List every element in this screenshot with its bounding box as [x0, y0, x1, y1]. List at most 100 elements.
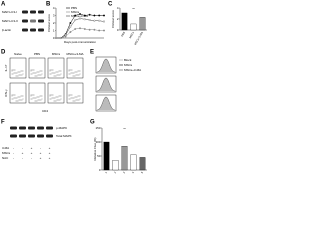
point: [69, 22, 72, 24]
point: [98, 14, 101, 17]
bar: [103, 141, 110, 171]
event: [50, 69, 52, 71]
point: [93, 28, 96, 31]
event: [75, 99, 77, 101]
event: [76, 74, 78, 76]
blot-band: [37, 126, 44, 130]
event: [37, 74, 39, 76]
event: [79, 98, 81, 100]
event: [16, 72, 18, 74]
event: [14, 69, 16, 71]
event: [40, 99, 42, 101]
event: [15, 75, 17, 77]
event: [38, 71, 40, 73]
event: [55, 96, 57, 98]
event: [21, 70, 23, 72]
point: [98, 29, 101, 32]
event: [53, 100, 55, 102]
condition-sign: -: [13, 156, 14, 160]
point: [69, 25, 72, 28]
blot-band: [46, 134, 53, 138]
event: [74, 100, 76, 102]
point: [88, 28, 91, 31]
panel-letter: C: [108, 2, 113, 8]
x-tick-label: 5: [140, 170, 144, 174]
event: [69, 73, 71, 75]
event: [11, 69, 13, 71]
event: [40, 70, 42, 72]
histogram: [96, 96, 116, 111]
y-tick-label: 50: [97, 154, 101, 158]
condition-sign: +: [49, 151, 51, 155]
event: [54, 97, 56, 99]
event: [35, 97, 37, 99]
event: [74, 96, 76, 98]
y-tick-label: 4: [53, 6, 55, 10]
event: [71, 72, 73, 74]
event: [20, 74, 22, 76]
event: [37, 99, 39, 101]
event: [15, 72, 17, 74]
y-tick-label: 100: [95, 140, 100, 144]
event: [41, 95, 43, 97]
event: [52, 69, 54, 71]
event: [17, 96, 19, 98]
event: [60, 98, 62, 100]
y-tick-label: 1: [53, 28, 55, 32]
event: [20, 95, 22, 97]
event: [14, 94, 16, 96]
event: [39, 95, 41, 97]
event: [39, 99, 41, 101]
event: [19, 99, 21, 101]
event: [57, 74, 59, 76]
condition-sign: -: [22, 156, 23, 160]
event: [79, 70, 81, 72]
event: [12, 73, 14, 75]
event: [14, 97, 16, 99]
condition-sign: +: [22, 151, 24, 155]
event: [59, 70, 61, 72]
event: [16, 97, 18, 99]
panel-letter: D: [1, 50, 6, 56]
event: [16, 100, 18, 102]
event: [54, 100, 56, 102]
event: [11, 73, 13, 75]
bar: [112, 160, 119, 171]
blot-band: [19, 134, 26, 138]
y-tick-label: 2: [53, 21, 55, 25]
event: [13, 97, 15, 99]
condition-sign: +: [31, 146, 33, 150]
event: [58, 70, 60, 72]
blot-band: [38, 28, 44, 32]
event: [41, 98, 43, 100]
event: [33, 97, 35, 99]
event: [59, 74, 61, 76]
y-tick-label: 4: [117, 6, 119, 10]
flow-plot: [9, 57, 27, 79]
blot-band: [30, 19, 36, 23]
blot-label: MAP-LC3-I: [2, 10, 17, 14]
event: [39, 74, 41, 76]
event: [19, 71, 21, 73]
bar: [121, 146, 128, 171]
event: [55, 100, 57, 102]
event: [35, 75, 37, 77]
event: [17, 75, 19, 77]
blot-band: [19, 126, 26, 130]
event: [13, 69, 15, 71]
condition-sign: -: [31, 156, 32, 160]
blot-band: [28, 134, 35, 138]
event: [20, 70, 22, 72]
event: [13, 72, 15, 74]
event: [35, 100, 37, 102]
event: [49, 69, 51, 71]
bar: [139, 17, 146, 31]
row-label: IFN-γ: [4, 89, 8, 97]
event: [73, 72, 75, 74]
axis-label: Relative Fluo (%): [93, 137, 97, 160]
blot-band: [10, 126, 17, 130]
event: [31, 69, 33, 71]
event: [59, 99, 61, 101]
event: [36, 71, 38, 73]
point: [83, 28, 86, 30]
